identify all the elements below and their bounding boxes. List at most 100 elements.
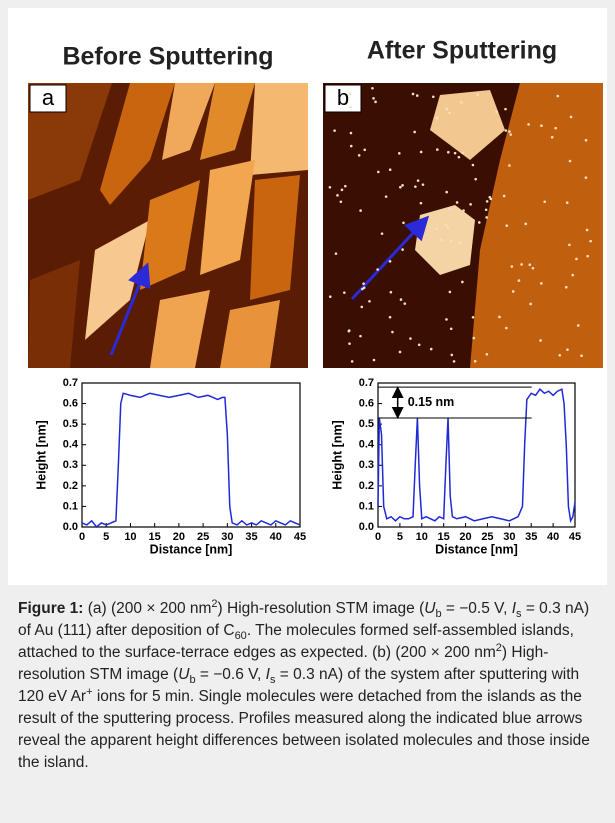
profile-line — [377, 388, 576, 524]
y-tick-label: 0.5 — [63, 418, 78, 430]
molecule-dot — [505, 224, 509, 227]
molecule-dot — [419, 201, 423, 205]
x-axis-label: Distance [nm] — [150, 542, 233, 556]
molecule-dot — [374, 100, 377, 104]
molecule-dot — [455, 201, 459, 204]
molecule-dot — [328, 186, 332, 189]
molecule-dot — [504, 107, 507, 111]
y-axis-label: Height [nm] — [330, 420, 344, 489]
molecule-dot — [450, 353, 454, 357]
x-tick-label: 40 — [547, 531, 559, 543]
x-tick-label: 20 — [459, 531, 471, 543]
caption-run: 2 — [495, 641, 502, 654]
molecule-dot — [472, 336, 476, 340]
molecule-dot — [471, 315, 475, 319]
molecule-dot — [380, 232, 384, 235]
caption-run: 60 — [234, 630, 247, 643]
molecule-dot — [419, 150, 423, 154]
molecule-dot — [344, 184, 347, 188]
molecule-dot — [333, 129, 336, 132]
molecule-dot — [566, 348, 569, 351]
molecule-dot — [350, 360, 354, 363]
molecule-dot — [371, 86, 374, 90]
x-tick-label: 10 — [124, 531, 136, 543]
molecule-dot — [502, 194, 506, 198]
molecule-dot — [569, 115, 573, 119]
x-tick-label: 25 — [197, 531, 209, 543]
molecule-dot — [401, 248, 404, 251]
molecule-dot — [340, 188, 344, 192]
molecule-dot — [361, 287, 364, 291]
molecule-dot — [485, 352, 489, 356]
molecule-dot — [368, 300, 371, 303]
molecule-dot — [372, 97, 375, 100]
molecule-dot — [498, 315, 501, 319]
molecule-dot — [448, 111, 451, 115]
molecule-dot — [409, 337, 412, 340]
molecule-dot — [445, 223, 448, 227]
molecule-dot — [439, 238, 443, 242]
molecule-dot — [511, 290, 515, 293]
plot-frame — [377, 382, 576, 528]
molecule-dot — [531, 266, 535, 270]
caption-run: U — [424, 600, 436, 617]
molecule-dot — [540, 282, 543, 285]
molecule-dot — [520, 263, 523, 266]
y-tick-label: 0.0 — [359, 521, 374, 533]
caption-label: Figure 1: — [18, 600, 84, 617]
molecule-dot — [571, 273, 575, 277]
molecule-dot — [372, 358, 376, 362]
y-tick-label: 0.3 — [63, 459, 78, 471]
molecule-dot — [446, 226, 449, 230]
molecule-dot — [357, 154, 361, 157]
molecule-dot — [336, 194, 339, 197]
caption-run: s — [516, 608, 522, 621]
molecule-dot — [384, 195, 388, 198]
molecule-dot — [388, 168, 392, 172]
molecule-dot — [558, 353, 562, 357]
molecule-dot — [421, 183, 425, 186]
panel-title: After Sputtering — [367, 37, 557, 65]
molecule-dot — [449, 239, 453, 243]
molecule-dot — [339, 200, 343, 204]
molecule-dot — [586, 254, 589, 258]
molecule-dot — [457, 155, 461, 159]
caption-run: s — [269, 674, 276, 687]
molecule-dot — [488, 195, 492, 199]
x-tick-label: 35 — [245, 531, 257, 543]
x-tick-label: 0 — [375, 531, 381, 543]
panel-label: a — [42, 85, 55, 110]
panel-title: Before Sputtering — [62, 43, 273, 71]
molecule-dot — [449, 327, 453, 331]
molecule-dot — [362, 282, 365, 285]
molecule-dot — [585, 228, 589, 232]
molecule-dot — [524, 222, 528, 226]
molecule-dot — [415, 94, 419, 97]
x-tick-label: 25 — [481, 531, 493, 543]
molecule-dot — [584, 176, 588, 179]
y-tick-label: 0.4 — [63, 439, 79, 451]
molecule-dot — [471, 163, 475, 167]
x-tick-label: 5 — [397, 531, 403, 543]
molecule-dot — [360, 305, 364, 309]
molecule-dot — [429, 347, 433, 351]
molecule-dot — [328, 295, 332, 299]
molecule-dot — [508, 130, 511, 133]
molecule-dot — [349, 105, 352, 109]
molecule-dot — [348, 92, 352, 96]
caption-run: . The molecules formed self-assembled is… — [18, 622, 574, 661]
x-axis-label: Distance [nm] — [435, 542, 518, 556]
x-tick-label: 30 — [221, 531, 233, 543]
molecule-dot — [469, 203, 472, 206]
molecule-dot — [527, 123, 530, 126]
molecule-dot — [399, 298, 403, 301]
molecule-dot — [495, 110, 498, 114]
molecule-dot — [376, 268, 379, 271]
caption-run: = 0.3 nA) of the system after sputtering… — [18, 666, 580, 705]
molecule-dot — [517, 279, 521, 282]
figure: Before Sputtering After Sputtering a b 0… — [8, 8, 607, 585]
molecule-dot — [411, 92, 415, 96]
molecule-dot — [510, 265, 514, 268]
y-tick-label: 0.0 — [63, 521, 78, 533]
molecule-dot — [334, 252, 338, 256]
